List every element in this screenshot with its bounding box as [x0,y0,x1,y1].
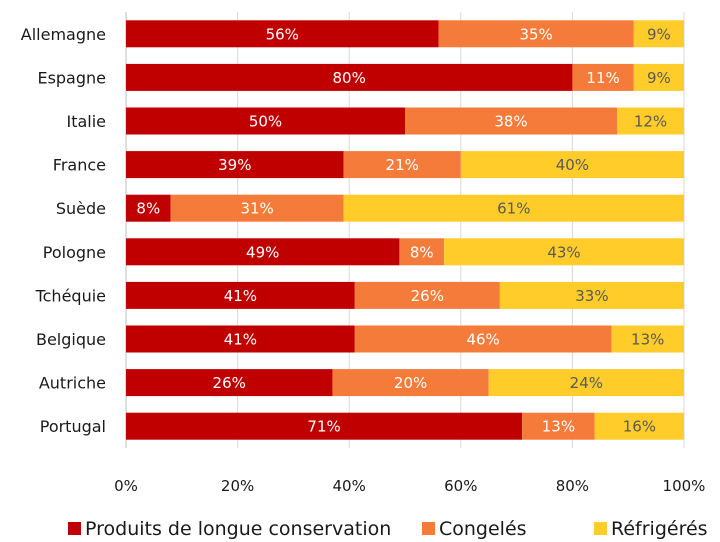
bar-segment [438,20,634,48]
data-label: 80% [333,69,366,87]
data-label: 35% [519,25,552,43]
data-label: 20% [394,374,427,392]
data-label: 61% [497,200,530,218]
category-label: Italie [66,112,106,131]
category-label: Belgique [36,330,106,349]
category-label: Pologne [43,243,106,262]
bar-segment [594,412,684,440]
category-label: Allemagne [21,25,106,44]
bar-segment [332,369,489,397]
data-label: 49% [246,243,279,261]
data-label: 33% [575,287,608,305]
category-label: Portugal [40,417,106,436]
data-label: 41% [224,287,257,305]
x-tick-label: 0% [114,477,138,495]
bar-segment [611,325,684,353]
bar-segment [126,369,333,397]
bar-segment [522,412,595,440]
bar-segment [399,238,445,266]
data-label: 43% [547,243,580,261]
bar-segment [126,238,400,266]
bar-segment [499,281,684,309]
x-tick-label: 20% [221,477,254,495]
category-labels: Allemagne Espagne Italie France Suède Pologne… [21,25,106,436]
bar-segment [488,369,684,397]
data-label: 16% [623,418,656,436]
bar-segment [126,20,439,48]
x-tick-label: 80% [556,477,589,495]
legend-label: Congelés [439,518,527,540]
legend: Produits de longue conservation Congelés R… [68,518,708,540]
legend-swatch [422,522,435,535]
category-label: Tchéquie [35,286,106,305]
data-label: 40% [556,156,589,174]
bar-segment [343,194,684,222]
bar-segment [126,107,405,135]
legend-swatch [68,522,81,535]
category-label: Autriche [39,374,106,393]
bar-segment [354,281,500,309]
data-label: 50% [249,113,282,131]
legend-swatch [594,522,607,535]
bar-segment [572,63,634,91]
bar-segment [343,151,461,179]
data-label: 9% [647,25,671,43]
x-tick-label: 60% [444,477,477,495]
category-label: Suède [56,199,106,218]
data-label: 8% [136,200,160,218]
x-tick-labels: 0% 20% 40% 60% 80% 100% [114,477,705,495]
bar-segment [633,63,684,91]
bar-segment [126,325,355,353]
bar-segment [354,325,612,353]
data-label: 31% [240,200,273,218]
data-label: 41% [224,331,257,349]
data-label: 13% [631,331,664,349]
data-label: 13% [542,418,575,436]
bar-segment [126,194,171,222]
bar-segment [126,63,573,91]
legend-label: Produits de longue conservation [85,518,391,540]
bar-segment [617,107,684,135]
data-label: 26% [411,287,444,305]
data-label: 8% [410,243,434,261]
data-label: 56% [266,25,299,43]
data-label: 9% [647,69,671,87]
data-label: 21% [386,156,419,174]
bar-segment [126,151,344,179]
bar-segment [126,412,523,440]
data-label: 12% [634,113,667,131]
x-tick-label: 100% [663,477,706,495]
data-label: 46% [466,331,499,349]
data-label: 26% [213,374,246,392]
data-label: 38% [494,113,527,131]
bars: 56% 35% 9% 80% 11% 9% 50% 38% 12% 39% 21% 40% 8% 31% 6… [126,20,684,440]
data-label: 71% [307,418,340,436]
bar-segment [444,238,684,266]
bar-segment [405,107,618,135]
bar-segment [170,194,344,222]
data-label: 39% [218,156,251,174]
bar-segment [633,20,684,48]
bar-segment [126,281,355,309]
category-label: France [53,156,106,175]
bar-segment [460,151,684,179]
x-tick-label: 40% [333,477,366,495]
legend-label: Réfrigérés [611,518,708,540]
data-label: 11% [586,69,619,87]
data-label: 24% [570,374,603,392]
category-label: Espagne [37,68,106,87]
